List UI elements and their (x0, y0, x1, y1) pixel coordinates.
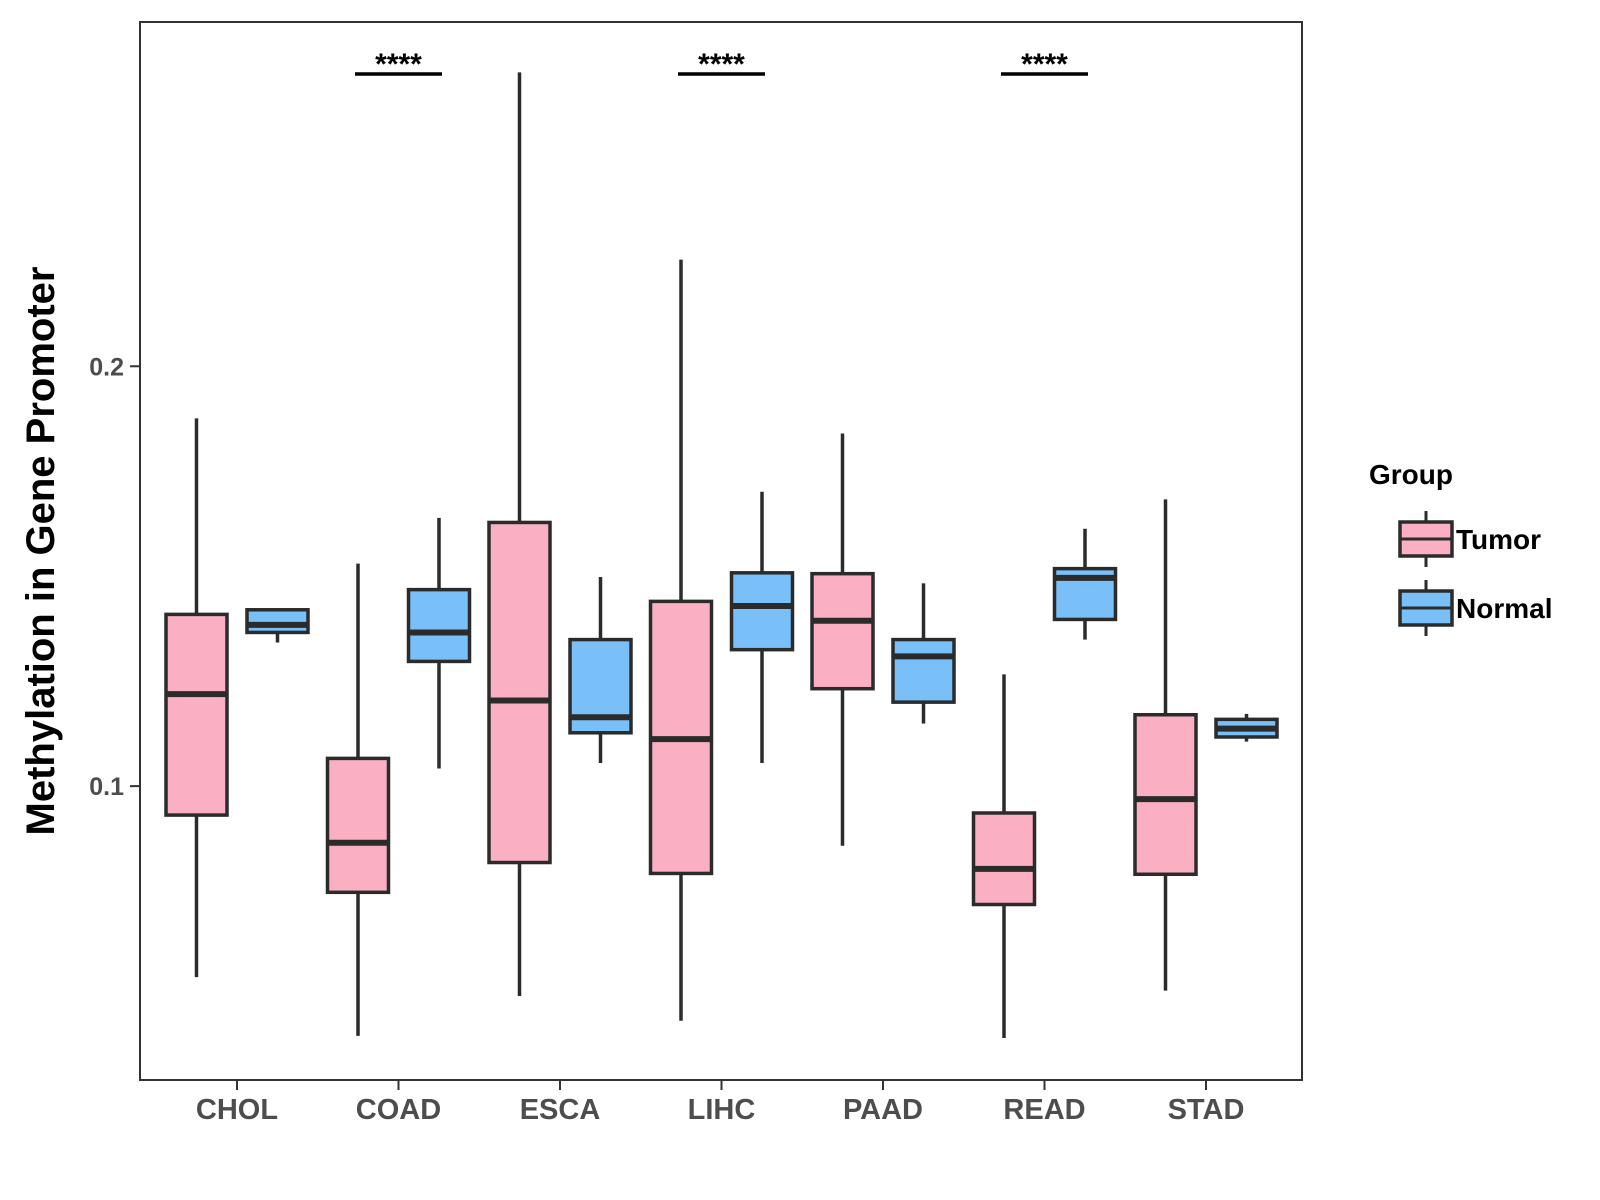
box-body (325, 756, 391, 895)
x-tick-label-esca: ESCA (520, 1094, 601, 1126)
x-tick-label-stad: STAD (1168, 1094, 1245, 1126)
legend-entry-normal: Normal (1398, 580, 1552, 636)
significance-label: **** (1021, 48, 1068, 81)
box-body (729, 571, 795, 652)
box-coad-normal (406, 517, 472, 769)
box-body (1133, 712, 1198, 877)
box-body (245, 608, 310, 635)
box-stad-normal (1214, 713, 1279, 742)
box-read-normal (1052, 528, 1118, 640)
box-paad-normal (891, 583, 956, 724)
legend-label-normal: Normal (1456, 593, 1552, 624)
y-axis: 0.1 0.2 (89, 353, 140, 801)
significance-lihc: **** (678, 48, 765, 81)
y-tick-label: 0.2 (89, 353, 124, 381)
box-body (971, 811, 1037, 907)
box-body (164, 612, 229, 817)
box-read-tumor (971, 674, 1037, 1039)
box-chol-tumor (164, 418, 229, 978)
box-coad-tumor (325, 563, 391, 1036)
legend-label-tumor: Tumor (1456, 524, 1541, 555)
legend-title: Group (1369, 459, 1453, 490)
significance-coad: **** (355, 48, 442, 81)
box-body (810, 571, 875, 691)
box-esca-tumor (487, 72, 552, 997)
x-tick-label-read: READ (1003, 1094, 1085, 1126)
significance-label: **** (375, 48, 422, 81)
box-lihc-normal (729, 491, 795, 764)
box-body (406, 587, 472, 664)
boxes-layer (164, 72, 1279, 1039)
significance-annotations: **** **** **** (355, 48, 1088, 81)
box-lihc-tumor (648, 259, 714, 1021)
box-body (891, 637, 956, 704)
x-axis: CHOL COAD ESCA LIHC PAAD READ STAD (196, 1080, 1244, 1126)
plot-panel (139, 21, 1303, 1081)
box-chol-normal (245, 608, 310, 643)
box-esca-normal (568, 577, 633, 764)
x-tick-label-lihc: LIHC (688, 1094, 756, 1126)
x-tick-label-paad: PAAD (843, 1094, 923, 1126)
legend-entry-tumor: Tumor (1398, 511, 1541, 567)
significance-label: **** (698, 48, 745, 81)
significance-read: **** (1001, 48, 1088, 81)
x-tick-label-chol: CHOL (196, 1094, 278, 1126)
y-axis-title: Methylation in Gene Promoter (19, 267, 63, 836)
legend: Group Tumor Normal (1369, 459, 1552, 636)
x-tick-label-coad: COAD (356, 1094, 441, 1126)
box-stad-tumor (1133, 499, 1198, 991)
box-body (487, 520, 552, 865)
y-tick-label: 0.1 (89, 773, 124, 801)
box-paad-tumor (810, 433, 875, 846)
